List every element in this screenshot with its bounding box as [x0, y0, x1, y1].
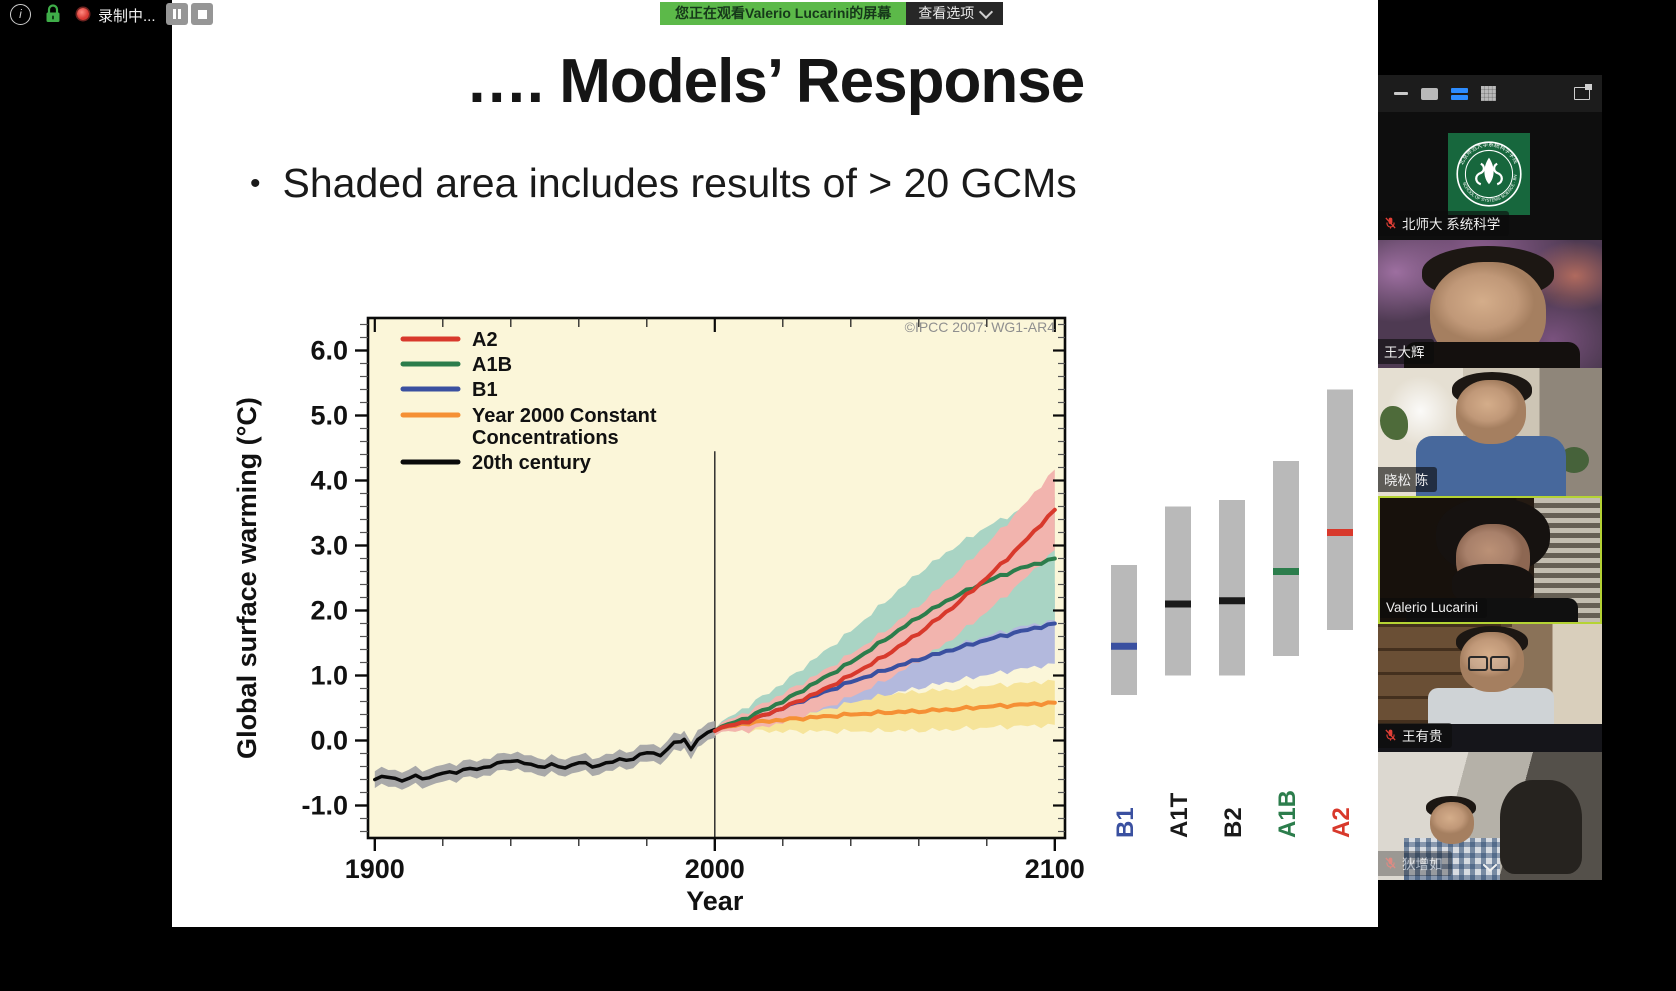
svg-text:6.0: 6.0 — [310, 336, 348, 366]
svg-text:A2: A2 — [1328, 807, 1355, 838]
svg-text:2.0: 2.0 — [310, 596, 348, 626]
svg-text:B2: B2 — [1220, 807, 1247, 838]
gallery-view-icon[interactable] — [1481, 86, 1496, 101]
svg-text:4.0: 4.0 — [310, 466, 348, 496]
mic-muted-icon — [1385, 729, 1396, 741]
mic-muted-icon — [1385, 217, 1396, 229]
participant-name-tag: 王大辉 — [1378, 339, 1434, 364]
participant-tile-5[interactable]: 王有贵 — [1378, 624, 1602, 752]
participant-name: 狄增如 — [1402, 857, 1443, 872]
svg-text:2000: 2000 — [685, 854, 745, 884]
bullet-text: Shaded area includes results of > 20 GCM… — [282, 160, 1077, 206]
svg-text:0.0: 0.0 — [310, 726, 348, 756]
slide-bullet: • Shaded area includes results of > 20 G… — [250, 160, 1077, 207]
chevron-down-icon — [1482, 863, 1498, 872]
bullet-icon: • — [250, 166, 261, 200]
glasses — [1490, 656, 1510, 671]
svg-text:Concentrations: Concentrations — [472, 427, 619, 449]
speaker-view-icon[interactable] — [1421, 87, 1438, 100]
participant-tile-2[interactable]: 王大辉 — [1378, 240, 1602, 368]
participant-name-tag: 狄增如 — [1378, 851, 1452, 876]
pause-icon — [173, 9, 176, 19]
svg-text:Year 2000 Constant: Year 2000 Constant — [472, 405, 657, 427]
participant-name-tag: Valerio Lucarini — [1380, 598, 1488, 618]
svg-text:©IPCC 2007: WG1-AR4: ©IPCC 2007: WG1-AR4 — [905, 319, 1056, 335]
popout-icon[interactable] — [1574, 84, 1592, 100]
svg-text:-1.0: -1.0 — [301, 791, 348, 821]
svg-text:1.0: 1.0 — [310, 661, 348, 691]
info-icon[interactable]: i — [10, 4, 31, 25]
minimize-icon[interactable] — [1394, 92, 1408, 95]
glasses — [1468, 656, 1488, 671]
participant-name-tag: 北师大 系统科学 — [1378, 211, 1510, 236]
status-bar: i 录制中... — [0, 0, 172, 28]
stop-recording-button[interactable] — [191, 3, 213, 25]
participant-shirt — [1404, 838, 1500, 880]
svg-text:20th century: 20th century — [472, 452, 592, 474]
svg-text:Global surface warming (°C): Global surface warming (°C) — [232, 397, 262, 759]
pause-recording-button[interactable] — [166, 3, 188, 25]
participant-face — [1460, 632, 1524, 692]
svg-text:Year: Year — [686, 886, 744, 916]
recording-dot — [77, 8, 89, 20]
mic-muted-icon — [1385, 857, 1396, 869]
view-options-label: 查看选项 — [918, 5, 975, 21]
recording-label: 录制中... — [98, 8, 156, 25]
encryption-lock-icon — [46, 4, 60, 22]
school-logo: 北京师范大学系统科学学院 SCHOOL OF SYSTEMS SCIENCE ·… — [1446, 129, 1530, 215]
more-participants-button[interactable] — [1473, 859, 1507, 875]
participant-shirt — [1416, 436, 1566, 496]
participant-name: Valerio Lucarini — [1386, 600, 1479, 615]
strip-view-icon[interactable] — [1451, 87, 1468, 100]
plant — [1380, 406, 1409, 441]
participant-tiles: 北京师范大学系统科学学院 SCHOOL OF SYSTEMS SCIENCE ·… — [1378, 112, 1602, 880]
ipcc-warming-chart: 1900 2000 2100 -1.0 0.0 1.0 2.0 3.0 4.0 5.0 6.0 Glo… — [225, 280, 1380, 925]
slide-title: …. Models’ Response — [465, 47, 1085, 116]
stop-icon — [197, 9, 207, 19]
watching-banner-text: 您正在观看Valerio Lucarini的屏幕 — [660, 2, 907, 25]
svg-text:1900: 1900 — [345, 854, 405, 884]
svg-text:A1T: A1T — [1166, 792, 1193, 838]
video-thumbnail — [1378, 752, 1602, 880]
participant-name: 王有贵 — [1402, 729, 1443, 744]
participant-name-tag: 王有贵 — [1378, 723, 1452, 748]
participant-name: 北师大 系统科学 — [1402, 217, 1501, 232]
watching-banner: 您正在观看Valerio Lucarini的屏幕 查看选项 — [660, 2, 1004, 25]
svg-text:A1B: A1B — [1274, 790, 1301, 838]
participant-name-tag: 晓松 陈 — [1378, 467, 1438, 492]
svg-text:5.0: 5.0 — [310, 401, 348, 431]
svg-text:A1B: A1B — [472, 354, 512, 376]
participant-name: 晓松 陈 — [1384, 473, 1429, 488]
svg-text:A2: A2 — [472, 329, 498, 351]
participants-panel: 北京师范大学系统科学学院 SCHOOL OF SYSTEMS SCIENCE ·… — [1378, 75, 1602, 880]
office-chair — [1500, 780, 1582, 874]
participant-tile-3[interactable]: 晓松 陈 — [1378, 368, 1602, 496]
participant-tile-1[interactable]: 北京师范大学系统科学学院 SCHOOL OF SYSTEMS SCIENCE ·… — [1378, 112, 1602, 240]
svg-text:2100: 2100 — [1025, 854, 1085, 884]
participant-face — [1456, 380, 1526, 444]
view-options-button[interactable]: 查看选项 — [906, 2, 1004, 25]
svg-text:3.0: 3.0 — [310, 531, 348, 561]
svg-text:B1: B1 — [1112, 807, 1139, 838]
svg-text:B1: B1 — [472, 379, 498, 401]
participant-tile-6[interactable]: 狄增如 — [1378, 752, 1602, 880]
participant-name: 王大辉 — [1384, 345, 1425, 360]
chevron-down-icon — [979, 4, 994, 19]
participant-tile-4[interactable]: Valerio Lucarini — [1378, 496, 1602, 624]
screen-share-slide: …. Models’ Response • Shaded area includ… — [172, 0, 1378, 927]
ipcc-chart-svg: 1900 2000 2100 -1.0 0.0 1.0 2.0 3.0 4.0 5.0 6.0 Glo… — [232, 316, 1355, 916]
participant-face — [1430, 802, 1474, 844]
panel-header — [1378, 75, 1602, 112]
video-thumbnail — [1380, 498, 1600, 622]
